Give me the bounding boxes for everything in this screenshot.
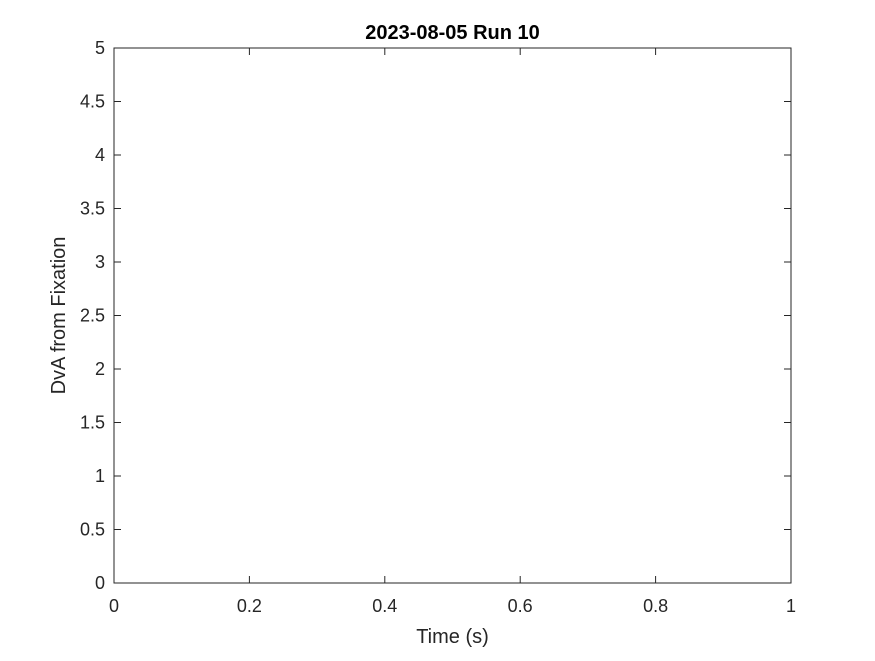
y-tick-label: 4.5 bbox=[80, 92, 105, 112]
x-tick-label: 0.4 bbox=[372, 596, 397, 616]
plot-area bbox=[113, 47, 792, 584]
x-axis-ticks: 0 0.2 0.4 0.6 0.8 1 bbox=[109, 48, 796, 616]
y-tick-label: 0 bbox=[95, 573, 105, 593]
y-tick-label: 1.5 bbox=[80, 413, 105, 433]
y-tick-label: 5 bbox=[95, 38, 105, 58]
y-tick-label: 0.5 bbox=[80, 520, 105, 540]
y-tick-label: 3 bbox=[95, 252, 105, 272]
chart-title: 2023-08-05 Run 10 bbox=[365, 22, 540, 44]
y-tick-label: 1 bbox=[95, 466, 105, 486]
y-axis-label: DvA from Fixation bbox=[48, 237, 70, 395]
y-axis-ticks: 0 0.5 1 1.5 2 2.5 3 3.5 4 4.5 5 bbox=[80, 38, 791, 593]
x-tick-label: 0.6 bbox=[508, 596, 533, 616]
y-tick-label: 2.5 bbox=[80, 306, 105, 326]
y-tick-label: 4 bbox=[95, 145, 105, 165]
x-tick-label: 0 bbox=[109, 596, 119, 616]
y-tick-label: 2 bbox=[95, 359, 105, 379]
x-tick-label: 0.2 bbox=[237, 596, 262, 616]
x-axis-label: Time (s) bbox=[416, 626, 489, 648]
x-tick-label: 0.8 bbox=[643, 596, 668, 616]
x-tick-label: 1 bbox=[786, 596, 796, 616]
y-tick-label: 3.5 bbox=[80, 199, 105, 219]
